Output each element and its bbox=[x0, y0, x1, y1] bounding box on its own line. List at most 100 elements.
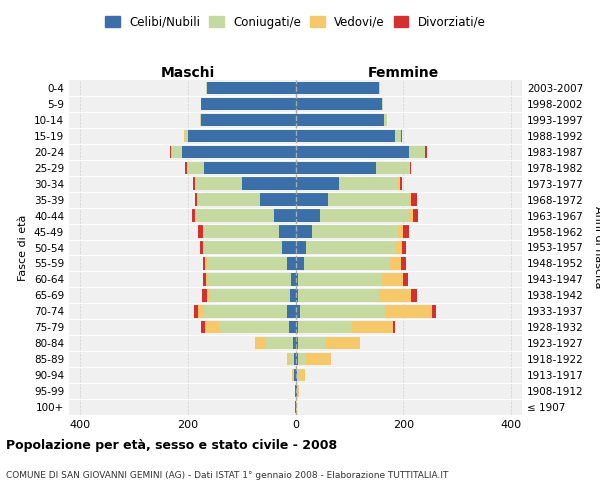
Bar bbox=[187, 162, 188, 174]
Bar bbox=[293, 369, 295, 382]
Bar bbox=[287, 305, 296, 318]
Bar bbox=[328, 194, 409, 206]
Bar bbox=[338, 178, 398, 190]
Bar bbox=[296, 257, 304, 270]
Bar bbox=[296, 162, 376, 174]
Bar bbox=[306, 242, 395, 254]
Bar bbox=[413, 210, 418, 222]
Text: COMUNE DI SAN GIOVANNI GEMINI (AG) - Dati ISTAT 1° gennaio 2008 - Elaborazione T: COMUNE DI SAN GIOVANNI GEMINI (AG) - Dat… bbox=[6, 471, 448, 480]
Bar bbox=[296, 242, 306, 254]
Bar bbox=[395, 242, 402, 254]
Bar bbox=[306, 353, 331, 366]
Bar bbox=[282, 242, 296, 254]
Bar bbox=[300, 369, 305, 382]
Bar bbox=[192, 210, 194, 222]
Bar bbox=[382, 273, 403, 285]
Bar bbox=[298, 273, 382, 285]
Bar bbox=[200, 242, 203, 254]
Bar bbox=[311, 226, 398, 238]
Bar bbox=[298, 337, 325, 349]
Bar bbox=[188, 162, 204, 174]
Bar bbox=[402, 242, 406, 254]
Bar bbox=[409, 210, 413, 222]
Bar bbox=[193, 178, 194, 190]
Text: Maschi: Maschi bbox=[161, 66, 215, 80]
Bar bbox=[205, 321, 219, 334]
Bar bbox=[297, 369, 300, 382]
Bar bbox=[412, 194, 417, 206]
Bar bbox=[172, 146, 182, 158]
Bar bbox=[290, 289, 296, 302]
Bar bbox=[266, 337, 293, 349]
Bar bbox=[295, 369, 296, 382]
Bar bbox=[287, 353, 290, 366]
Bar bbox=[382, 98, 383, 110]
Bar bbox=[194, 194, 197, 206]
Bar bbox=[196, 210, 274, 222]
Bar bbox=[379, 82, 380, 94]
Bar bbox=[398, 178, 400, 190]
Bar bbox=[206, 289, 209, 302]
Bar bbox=[255, 337, 266, 349]
Bar bbox=[296, 226, 311, 238]
Bar bbox=[182, 146, 296, 158]
Bar bbox=[209, 289, 290, 302]
Bar bbox=[199, 194, 260, 206]
Bar bbox=[205, 257, 206, 270]
Legend: Celibi/Nubili, Coniugati/e, Vedovi/e, Divorziati/e: Celibi/Nubili, Coniugati/e, Vedovi/e, Di… bbox=[106, 16, 485, 28]
Bar bbox=[199, 305, 204, 318]
Bar bbox=[219, 321, 289, 334]
Bar bbox=[298, 289, 379, 302]
Bar bbox=[199, 226, 203, 238]
Bar bbox=[296, 305, 300, 318]
Bar bbox=[204, 226, 280, 238]
Bar bbox=[379, 289, 412, 302]
Bar bbox=[409, 146, 425, 158]
Bar bbox=[409, 162, 410, 174]
Bar bbox=[289, 321, 296, 334]
Bar bbox=[208, 273, 291, 285]
Y-axis label: Fasce di età: Fasce di età bbox=[19, 214, 28, 280]
Bar bbox=[409, 194, 412, 206]
Bar bbox=[204, 162, 296, 174]
Bar bbox=[325, 337, 360, 349]
Bar bbox=[296, 337, 298, 349]
Bar bbox=[296, 114, 385, 126]
Bar bbox=[296, 273, 298, 285]
Bar bbox=[203, 226, 204, 238]
Bar bbox=[403, 226, 409, 238]
Bar bbox=[296, 321, 298, 334]
Bar bbox=[400, 178, 402, 190]
Text: Femmine: Femmine bbox=[368, 66, 439, 80]
Bar bbox=[291, 273, 296, 285]
Bar bbox=[352, 321, 392, 334]
Bar bbox=[296, 210, 320, 222]
Bar bbox=[188, 130, 296, 142]
Bar bbox=[185, 130, 188, 142]
Bar bbox=[206, 257, 287, 270]
Text: Popolazione per età, sesso e stato civile - 2008: Popolazione per età, sesso e stato civil… bbox=[6, 440, 337, 452]
Bar bbox=[203, 242, 204, 254]
Bar bbox=[412, 289, 417, 302]
Bar bbox=[206, 82, 296, 94]
Y-axis label: Anni di nascita: Anni di nascita bbox=[593, 206, 600, 288]
Bar bbox=[201, 321, 205, 334]
Bar bbox=[392, 321, 395, 334]
Bar bbox=[201, 98, 296, 110]
Bar bbox=[296, 82, 379, 94]
Bar bbox=[203, 273, 206, 285]
Bar bbox=[390, 257, 401, 270]
Bar bbox=[197, 194, 199, 206]
Bar bbox=[185, 162, 187, 174]
Bar bbox=[296, 130, 395, 142]
Bar bbox=[280, 226, 296, 238]
Bar bbox=[376, 162, 409, 174]
Bar bbox=[386, 305, 432, 318]
Bar bbox=[200, 114, 201, 126]
Bar bbox=[298, 353, 306, 366]
Bar bbox=[295, 353, 296, 366]
Bar bbox=[401, 257, 406, 270]
Bar bbox=[201, 114, 296, 126]
Bar bbox=[296, 369, 297, 382]
Bar bbox=[425, 146, 427, 158]
